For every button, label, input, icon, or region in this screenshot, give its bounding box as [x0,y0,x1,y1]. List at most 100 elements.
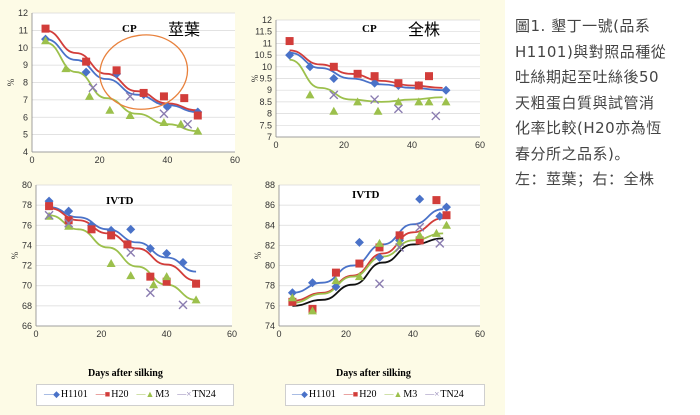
x-tick-label: 60 [475,140,485,150]
y-tick-label: 74 [265,321,275,331]
y-tick-label: 7 [23,95,28,105]
y-tick-label: 70 [22,281,32,291]
chart-subtitle: 全株 [408,20,440,39]
legend-item-tn24: —× TN24 [177,389,215,400]
point-tn24 [395,242,405,252]
y-tick-label: 82 [265,240,275,250]
y-tick-label: 8 [23,78,28,88]
legend-label: H1101 [60,389,88,400]
y-tick-label: 4 [23,147,28,157]
legend-marker-h20: —■ [95,389,111,399]
legend-label: TN24 [440,389,464,400]
highlight-ellipse [99,34,189,110]
point-h20 [159,92,168,101]
point-h20 [192,279,201,288]
point-m3 [105,105,115,114]
y-tick-label: 78 [22,200,32,210]
chart-title: CP [362,23,377,35]
y-tick-label: 74 [22,240,32,250]
point-h1101 [375,253,384,263]
y-tick-label: 66 [22,321,32,331]
y-tick-label: 80 [265,261,275,271]
legend-item-h1101: —◆ H1101 [44,389,88,400]
point-m3 [85,91,95,100]
point-h20 [394,79,403,88]
caption-line-5: 化率比較(H20亦為恆 [515,119,662,137]
y-tick-label: 88 [265,180,275,190]
caption-line-7: 左：莖葉；右：全株 [515,170,655,188]
y-tick-label: 10.5 [254,50,272,60]
point-m3 [415,230,425,239]
y-tick-label: 10 [18,43,28,53]
y-tick-label: 76 [265,301,275,311]
point-tn24 [88,83,98,93]
trend-line-m3 [289,58,443,103]
point-h1101 [415,194,425,204]
point-h1101 [435,211,445,221]
point-m3 [395,237,405,246]
legend-marker-h1101: —◆ [292,389,308,399]
point-h20 [370,72,379,81]
point-tn24 [125,91,135,101]
point-h1101 [308,278,317,288]
point-m3 [329,106,339,115]
point-m3 [191,295,201,304]
chart-ivtd-whole: 74 76 78 80 82 84 86 88 0 20 40 60% IVTD [253,180,485,339]
point-tn24 [435,238,445,248]
trend-line-m3 [45,41,198,133]
point-m3 [193,126,203,135]
legend-marker-tn24: —× [425,389,440,399]
point-h20 [87,225,96,234]
y-tick-label: 9 [23,60,28,70]
y-tick-label: 78 [265,281,275,291]
legend-label: M3 [155,389,170,400]
legend-label: TN24 [192,389,216,400]
legend-box-left [36,384,234,406]
y-tick-label: 86 [265,200,275,210]
y-tick-label: 7.5 [259,120,272,130]
x-tick-label: 0 [276,329,281,339]
point-h20 [432,196,441,205]
point-h20 [329,62,338,71]
x-tick-label: 60 [475,329,485,339]
trend-line-h1101 [49,206,197,273]
point-m3 [308,306,317,315]
point-h1101 [287,288,297,298]
point-m3 [287,293,297,302]
point-tn24 [393,104,403,114]
chart-cp-stem: 4 5 6 7 8 9 10 11 12 0 20 40 60% CP 莖葉 [6,8,240,165]
x-tick-label: 20 [96,329,106,339]
y-tick-label: 11 [263,38,272,48]
legend-label: M3 [403,389,418,400]
point-m3 [393,97,403,106]
point-h1101 [285,50,295,60]
point-m3 [149,280,159,289]
point-m3 [125,111,135,120]
legend-item-h20: —■ H20 [96,389,129,400]
point-h1101 [162,248,172,258]
point-h1101 [329,74,339,83]
point-h1101 [305,62,315,72]
point-m3 [373,106,383,115]
point-m3 [41,36,51,45]
chart-title: CP [122,23,137,35]
caption: 圖1. 墾丁一號(品系 H1101)與對照品種從 吐絲期起至吐絲後50 天粗蛋白… [515,14,695,193]
y-tick-label: 12 [18,8,28,18]
point-h1101 [81,67,91,77]
point-h20 [395,231,404,240]
legend-item-h1101: —◆ H1101 [292,389,336,400]
point-h1101 [370,78,380,88]
point-tn24 [178,300,188,310]
point-tn24 [415,222,425,232]
point-m3 [353,97,363,106]
caption-line-6: 春分所之品系)。 [515,144,630,163]
legend-label: H20 [359,389,377,400]
point-h20 [146,272,155,281]
legend-marker-tn24: —× [177,389,192,399]
y-tick-label: 6 [23,112,28,122]
trend-line-h1101 [45,38,198,113]
legend-left: —◆ H1101 —■ H20 —▲ M3 —× TN24 [44,389,216,400]
y-tick-label: 84 [265,220,275,230]
